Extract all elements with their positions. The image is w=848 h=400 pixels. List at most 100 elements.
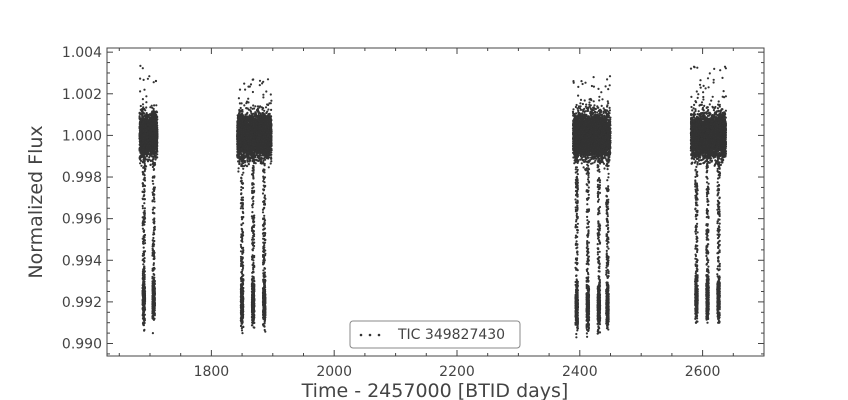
data-point xyxy=(152,311,155,314)
data-point xyxy=(152,163,155,166)
data-point xyxy=(142,78,145,81)
data-point xyxy=(142,230,145,233)
data-point xyxy=(142,285,145,288)
data-point xyxy=(152,157,155,161)
data-point xyxy=(267,166,270,169)
data-point xyxy=(151,287,154,290)
data-point xyxy=(153,279,156,282)
data-point xyxy=(142,134,145,137)
data-point xyxy=(142,108,145,111)
data-point xyxy=(151,245,154,248)
data-point xyxy=(142,139,145,142)
data-point xyxy=(152,206,155,209)
data-point xyxy=(151,211,154,214)
data-point xyxy=(153,273,156,276)
data-point xyxy=(155,121,158,125)
data-point xyxy=(143,188,146,191)
data-point xyxy=(139,77,142,80)
data-point xyxy=(142,160,145,163)
data-point xyxy=(146,77,149,80)
data-point xyxy=(143,202,146,205)
data-point xyxy=(150,122,153,125)
data-point xyxy=(150,116,153,119)
data-point xyxy=(153,129,156,132)
data-point xyxy=(141,224,144,227)
data-point xyxy=(143,257,146,260)
data-points-layer xyxy=(138,64,728,339)
data-point xyxy=(155,142,159,145)
data-point xyxy=(151,277,154,280)
data-point xyxy=(148,75,151,78)
data-point xyxy=(142,154,145,158)
data-point xyxy=(145,155,148,158)
data-point xyxy=(262,80,265,83)
data-point xyxy=(152,136,155,139)
data-point xyxy=(139,64,142,67)
data-point xyxy=(141,227,144,230)
data-point xyxy=(143,319,146,322)
data-point xyxy=(247,97,250,100)
data-point xyxy=(146,144,149,147)
data-point xyxy=(149,146,152,149)
data-point xyxy=(155,131,158,134)
data-point xyxy=(145,129,148,133)
data-point xyxy=(143,112,146,115)
data-point xyxy=(141,259,144,262)
data-point xyxy=(143,213,146,216)
data-point xyxy=(151,160,154,163)
data-point xyxy=(154,156,157,159)
data-point xyxy=(258,79,262,82)
data-point xyxy=(142,171,145,174)
data-point xyxy=(142,184,145,187)
data-point xyxy=(138,134,141,137)
data-point xyxy=(143,297,146,301)
data-point xyxy=(244,88,247,91)
data-point xyxy=(151,247,154,250)
data-point xyxy=(148,149,151,152)
data-point xyxy=(153,288,156,292)
data-point xyxy=(153,222,156,225)
data-point xyxy=(143,239,146,242)
data-point xyxy=(143,288,146,291)
data-point xyxy=(142,220,146,223)
data-point xyxy=(138,112,141,115)
data-point xyxy=(142,254,145,257)
data-point xyxy=(267,108,270,111)
data-point xyxy=(150,112,153,115)
data-point xyxy=(142,240,145,243)
data-point xyxy=(140,124,143,127)
data-point xyxy=(153,104,156,107)
data-point xyxy=(145,106,148,109)
data-point xyxy=(146,158,149,161)
data-point xyxy=(143,251,146,254)
data-point xyxy=(143,168,146,172)
data-point xyxy=(153,150,156,153)
data-point xyxy=(153,304,156,307)
data-point xyxy=(254,105,257,108)
data-point xyxy=(150,104,153,107)
data-point xyxy=(142,146,145,149)
data-point xyxy=(143,176,146,179)
data-point xyxy=(155,110,158,113)
data-point xyxy=(261,157,265,160)
data-point xyxy=(149,151,152,154)
data-point xyxy=(141,113,144,116)
data-point xyxy=(145,146,148,149)
data-point xyxy=(145,95,148,98)
data-point xyxy=(140,119,143,122)
data-point xyxy=(153,299,156,302)
data-point xyxy=(140,164,143,167)
data-point xyxy=(152,168,155,171)
data-point xyxy=(142,281,145,284)
data-point xyxy=(267,103,270,107)
data-point xyxy=(151,332,154,335)
data-point xyxy=(153,309,156,312)
data-point xyxy=(142,178,145,181)
data-point xyxy=(149,124,152,127)
data-point xyxy=(143,242,147,245)
data-point xyxy=(152,81,155,84)
data-point xyxy=(154,158,157,161)
data-point xyxy=(270,157,273,160)
data-point xyxy=(139,146,142,150)
data-point xyxy=(238,88,242,91)
